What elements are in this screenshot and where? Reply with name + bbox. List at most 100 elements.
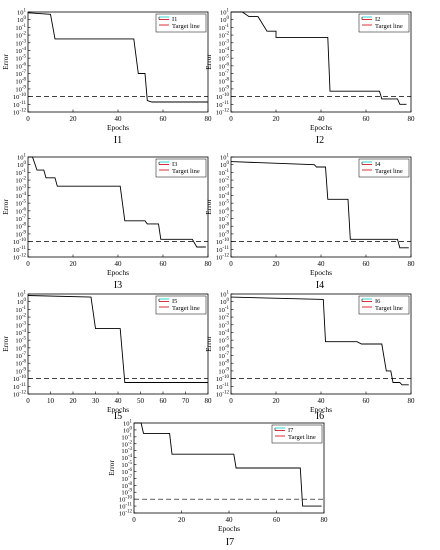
chart-i5: 10110010-110-210-310-410-510-610-710-810… bbox=[1, 291, 212, 423]
x-tick-label: 20 bbox=[70, 397, 78, 405]
legend-label: Target line bbox=[172, 23, 200, 30]
panel-caption: I1 bbox=[114, 135, 122, 146]
y-tick-label: 10-7 bbox=[218, 215, 229, 223]
x-tick-label: 80 bbox=[321, 516, 329, 524]
y-tick-label: 10-5 bbox=[15, 200, 26, 208]
x-tick-label: 80 bbox=[205, 115, 213, 123]
x-tick-label: 50 bbox=[137, 397, 145, 405]
y-tick-label: 10-4 bbox=[15, 47, 26, 55]
y-tick-label: 10-10 bbox=[216, 238, 230, 246]
y-tick-label: 10-4 bbox=[121, 454, 132, 462]
legend-label: Target line bbox=[172, 305, 200, 312]
chart-i1: 10110010-110-210-310-410-510-610-710-810… bbox=[1, 9, 212, 147]
y-tick-label: 101 bbox=[17, 154, 27, 162]
y-tick-label: 10-9 bbox=[121, 489, 132, 497]
y-tick-label: 10-6 bbox=[218, 207, 229, 215]
x-tick-label: 0 bbox=[26, 397, 30, 405]
y-tick-label: 10-6 bbox=[15, 62, 26, 70]
legend-label: I6 bbox=[375, 298, 381, 305]
y-tick-label: 10-11 bbox=[216, 246, 229, 254]
x-tick-label: 0 bbox=[229, 260, 233, 268]
x-tick-label: 60 bbox=[363, 260, 371, 268]
y-tick-label: 10-8 bbox=[218, 360, 229, 368]
x-axis-label: Epochs bbox=[310, 123, 332, 132]
x-axis-label: Epochs bbox=[310, 405, 332, 414]
legend-label: Target line bbox=[288, 434, 316, 441]
x-axis-label: Epochs bbox=[310, 268, 332, 277]
x-tick-label: 20 bbox=[70, 115, 78, 123]
x-tick-label: 40 bbox=[115, 397, 123, 405]
y-tick-label: 10-9 bbox=[15, 367, 26, 375]
legend-box bbox=[155, 13, 207, 33]
legend-label: I3 bbox=[172, 161, 177, 168]
y-tick-label: 10-8 bbox=[218, 78, 229, 86]
legend-box bbox=[271, 424, 323, 444]
x-tick-label: 20 bbox=[273, 397, 281, 405]
y-tick-label: 10-10 bbox=[13, 93, 27, 101]
x-tick-label: 20 bbox=[273, 115, 281, 123]
x-tick-label: 30 bbox=[92, 397, 100, 405]
x-tick-label: 60 bbox=[273, 516, 281, 524]
y-tick-label: 10-10 bbox=[13, 238, 27, 246]
error-curve bbox=[27, 12, 208, 103]
y-tick-label: 10-3 bbox=[15, 321, 26, 329]
y-tick-label: 10-1 bbox=[218, 169, 229, 177]
y-tick-label: 10-5 bbox=[218, 200, 229, 208]
y-tick-label: 10-7 bbox=[218, 352, 229, 360]
y-tick-label: 100 bbox=[220, 161, 230, 169]
x-tick-label: 0 bbox=[26, 115, 30, 123]
y-axis-label: Error bbox=[1, 199, 10, 215]
x-tick-label: 60 bbox=[363, 397, 371, 405]
y-tick-label: 10-11 bbox=[216, 101, 229, 109]
y-tick-label: 100 bbox=[220, 298, 230, 306]
y-tick-label: 10-2 bbox=[15, 32, 26, 40]
y-tick-label: 10-5 bbox=[218, 337, 229, 345]
x-tick-label: 80 bbox=[408, 260, 416, 268]
y-tick-label: 10-10 bbox=[13, 375, 27, 383]
error-curve bbox=[27, 295, 208, 383]
y-tick-label: 101 bbox=[220, 9, 230, 17]
y-tick-label: 100 bbox=[123, 426, 133, 434]
y-axis-label: Error bbox=[107, 460, 116, 476]
panel-caption: I5 bbox=[114, 411, 122, 422]
y-tick-label: 10-3 bbox=[15, 184, 26, 192]
x-tick-label: 0 bbox=[229, 115, 233, 123]
x-tick-label: 20 bbox=[273, 260, 281, 268]
y-axis-label: Error bbox=[204, 54, 213, 70]
x-axis-label: Epochs bbox=[218, 524, 240, 533]
x-tick-label: 40 bbox=[318, 397, 326, 405]
x-tick-label: 40 bbox=[115, 260, 123, 268]
error-curve bbox=[230, 161, 409, 249]
x-tick-label: 40 bbox=[318, 260, 326, 268]
x-tick-label: 20 bbox=[70, 260, 78, 268]
x-tick-label: 40 bbox=[226, 516, 234, 524]
y-tick-label: 10-1 bbox=[121, 433, 132, 441]
x-tick-label: 0 bbox=[132, 516, 136, 524]
x-axis-label: Epochs bbox=[107, 123, 129, 132]
y-tick-label: 10-8 bbox=[15, 223, 26, 231]
legend-box bbox=[358, 295, 410, 315]
y-tick-label: 101 bbox=[17, 9, 27, 17]
y-tick-label: 10-8 bbox=[218, 223, 229, 231]
y-tick-label: 10-3 bbox=[15, 39, 26, 47]
legend-label: I2 bbox=[375, 16, 380, 23]
y-tick-label: 10-8 bbox=[15, 78, 26, 86]
y-tick-label: 101 bbox=[123, 420, 133, 428]
y-tick-label: 10-10 bbox=[216, 93, 230, 101]
chart-i7: 10110010-110-210-310-410-510-610-710-810… bbox=[107, 420, 328, 549]
x-tick-label: 80 bbox=[205, 260, 213, 268]
panel-caption: I2 bbox=[316, 135, 324, 146]
y-tick-label: 10-11 bbox=[13, 101, 26, 109]
y-tick-label: 10-7 bbox=[15, 70, 26, 78]
y-tick-label: 10-10 bbox=[119, 496, 133, 504]
legend-label: Target line bbox=[375, 23, 403, 30]
legend-box bbox=[358, 13, 410, 33]
y-tick-label: 10-7 bbox=[218, 70, 229, 78]
